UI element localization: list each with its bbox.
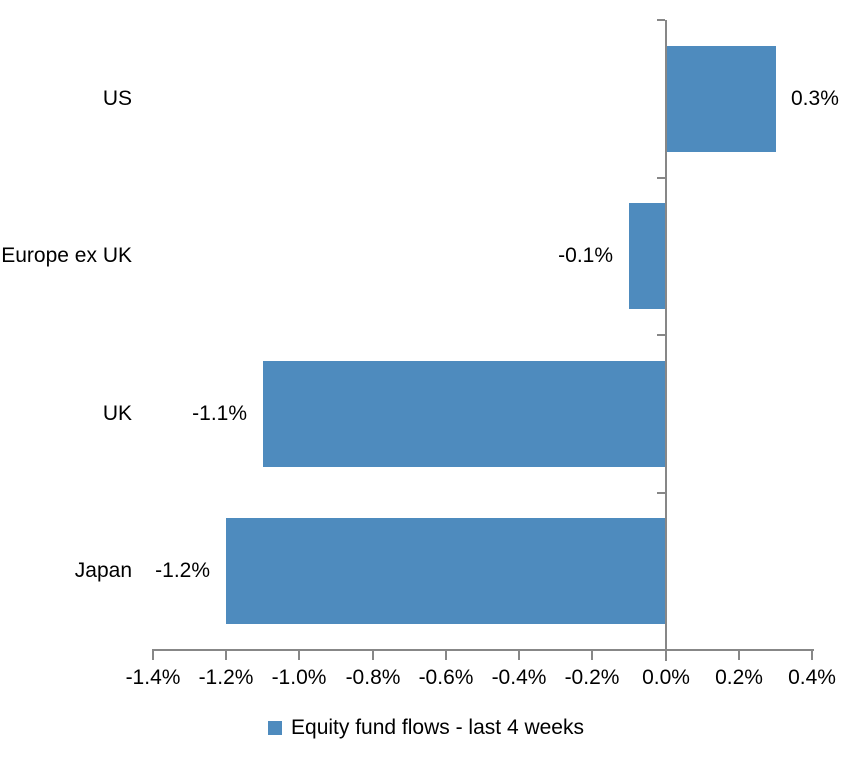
x-tick-label: -0.6% [418, 666, 474, 689]
value-label-japan: -1.2% [155, 559, 210, 582]
legend-label: Equity fund flows - last 4 weeks [291, 716, 584, 739]
x-tick-mark [738, 649, 740, 660]
x-tick-mark [372, 649, 374, 660]
zero-baseline [665, 20, 667, 661]
category-label-europe-ex-uk: Europe ex UK [1, 244, 132, 267]
category-label-us: US [102, 87, 132, 110]
x-tick-label: 0.4% [788, 666, 836, 689]
category-tick-mark [657, 19, 665, 21]
x-tick-label: -0.2% [564, 666, 620, 689]
x-tick-mark [225, 649, 227, 660]
x-tick-mark [518, 649, 520, 660]
x-tick-mark [152, 649, 154, 660]
x-tick-label: -0.4% [491, 666, 547, 689]
x-tick-mark [591, 649, 593, 660]
value-label-uk: -1.1% [192, 402, 247, 425]
value-label-us: 0.3% [791, 87, 839, 110]
category-tick-mark [657, 492, 665, 494]
x-tick-label: -1.4% [125, 666, 181, 689]
bar-uk [263, 361, 666, 467]
category-tick-mark [657, 177, 665, 179]
x-tick-label: -1.2% [198, 666, 254, 689]
x-tick-mark [298, 649, 300, 660]
x-tick-mark [811, 649, 813, 660]
category-tick-mark [657, 334, 665, 336]
legend-swatch-icon [268, 721, 283, 735]
value-label-europe-ex-uk: -0.1% [558, 244, 613, 267]
x-tick-label: 0.2% [715, 666, 763, 689]
category-label-uk: UK [102, 402, 132, 425]
bar-us [666, 46, 776, 152]
bar-europe-ex-uk [629, 203, 666, 309]
x-tick-mark [445, 649, 447, 660]
x-tick-label: -1.0% [271, 666, 327, 689]
legend: Equity fund flows - last 4 weeks [0, 716, 852, 740]
x-tick-label: 0.0% [642, 666, 690, 689]
x-tick-label: -0.8% [345, 666, 401, 689]
x-axis-line [153, 649, 814, 651]
bar-japan [226, 518, 665, 624]
category-label-japan: Japan [74, 559, 132, 582]
x-tick-mark [665, 649, 667, 660]
